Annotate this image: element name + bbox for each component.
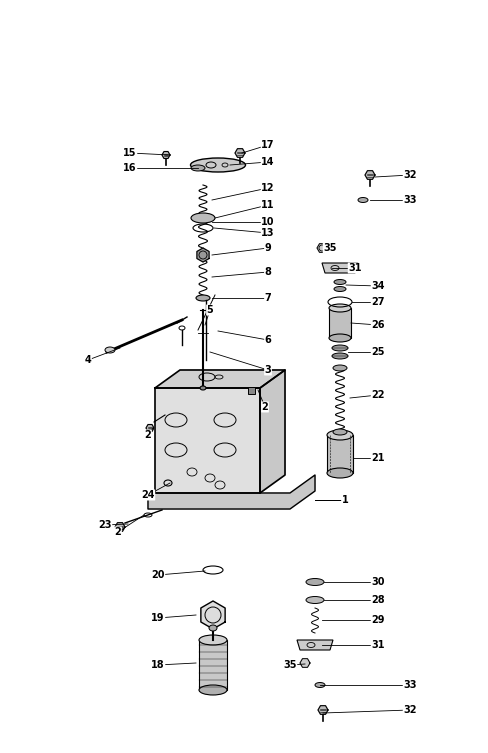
Text: 5: 5 <box>206 305 213 315</box>
Text: 6: 6 <box>264 335 271 345</box>
Polygon shape <box>115 523 125 532</box>
Text: 33: 33 <box>403 680 416 690</box>
Ellipse shape <box>191 213 215 223</box>
Ellipse shape <box>196 295 209 301</box>
Text: 14: 14 <box>261 157 274 167</box>
Text: 28: 28 <box>370 595 384 605</box>
Ellipse shape <box>331 345 347 351</box>
Polygon shape <box>146 425 154 431</box>
Text: 25: 25 <box>370 347 384 357</box>
Text: 13: 13 <box>261 228 274 238</box>
Ellipse shape <box>314 682 325 687</box>
Text: 35: 35 <box>283 660 296 670</box>
FancyBboxPatch shape <box>199 640 226 690</box>
Text: 9: 9 <box>264 243 271 253</box>
Text: 2: 2 <box>261 402 268 412</box>
Ellipse shape <box>331 353 347 359</box>
Text: 19: 19 <box>151 613 164 623</box>
Text: 33: 33 <box>403 195 416 205</box>
Text: 16: 16 <box>123 163 137 173</box>
Text: 12: 12 <box>261 183 274 193</box>
Polygon shape <box>299 659 309 667</box>
Polygon shape <box>155 388 260 493</box>
FancyBboxPatch shape <box>328 308 350 338</box>
Text: 21: 21 <box>370 453 384 463</box>
Text: 24: 24 <box>141 490 154 500</box>
Text: 31: 31 <box>370 640 384 650</box>
Ellipse shape <box>328 334 350 342</box>
Text: 4: 4 <box>84 355 91 365</box>
Text: 15: 15 <box>123 148 137 158</box>
Text: 32: 32 <box>403 170 416 180</box>
Ellipse shape <box>199 685 226 695</box>
Ellipse shape <box>208 625 217 631</box>
Ellipse shape <box>357 197 367 203</box>
Text: 32: 32 <box>403 705 416 715</box>
Text: 18: 18 <box>151 660 164 670</box>
Polygon shape <box>364 171 374 179</box>
Polygon shape <box>296 640 332 650</box>
Text: 23: 23 <box>98 520 112 530</box>
Text: 22: 22 <box>370 390 384 400</box>
Ellipse shape <box>200 386 205 390</box>
Polygon shape <box>197 248 209 262</box>
Ellipse shape <box>326 430 352 440</box>
Text: 8: 8 <box>264 267 271 277</box>
Text: 27: 27 <box>370 297 384 307</box>
Polygon shape <box>321 263 357 273</box>
Ellipse shape <box>190 158 245 172</box>
Ellipse shape <box>105 347 115 353</box>
FancyBboxPatch shape <box>326 435 352 473</box>
Polygon shape <box>317 706 327 715</box>
Text: 2: 2 <box>114 527 121 537</box>
Text: 29: 29 <box>370 615 384 625</box>
Ellipse shape <box>305 578 324 586</box>
Ellipse shape <box>333 286 346 291</box>
Ellipse shape <box>328 304 350 312</box>
Text: 34: 34 <box>370 281 384 291</box>
Ellipse shape <box>332 429 346 435</box>
Text: 30: 30 <box>370 577 384 587</box>
Ellipse shape <box>305 596 324 603</box>
FancyBboxPatch shape <box>247 387 254 394</box>
Ellipse shape <box>199 635 226 645</box>
Polygon shape <box>260 370 285 493</box>
Text: 35: 35 <box>323 243 336 253</box>
Text: 7: 7 <box>264 293 271 303</box>
Ellipse shape <box>326 468 352 478</box>
Text: 11: 11 <box>261 200 274 210</box>
Polygon shape <box>235 148 244 157</box>
Ellipse shape <box>191 165 204 171</box>
Text: 31: 31 <box>347 263 361 273</box>
Ellipse shape <box>332 365 346 371</box>
Polygon shape <box>148 475 314 509</box>
Text: 26: 26 <box>370 320 384 330</box>
Polygon shape <box>316 244 326 252</box>
Polygon shape <box>155 370 285 388</box>
Ellipse shape <box>333 279 346 285</box>
Polygon shape <box>201 601 224 629</box>
Polygon shape <box>162 151 170 158</box>
Text: 20: 20 <box>151 570 164 580</box>
Text: 1: 1 <box>341 495 347 505</box>
Text: 2: 2 <box>144 430 151 440</box>
Text: 17: 17 <box>261 140 274 150</box>
Text: 10: 10 <box>261 217 274 227</box>
Text: 3: 3 <box>264 365 271 375</box>
